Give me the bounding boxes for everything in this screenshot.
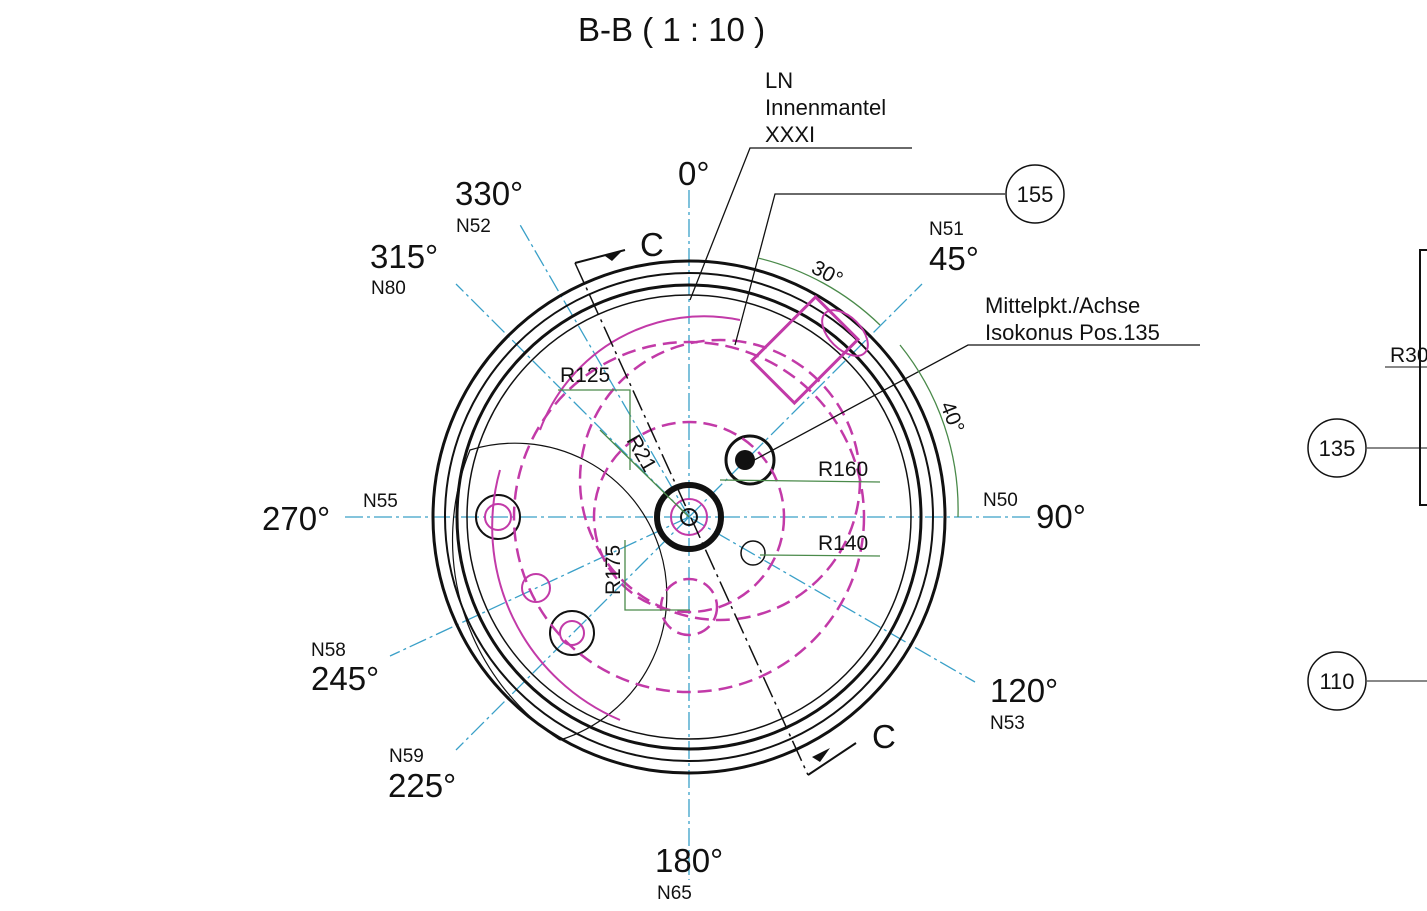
angle-label: 45°	[929, 240, 979, 277]
radius-label: R30	[1390, 344, 1427, 367]
angle-label: 270°	[262, 500, 330, 537]
nozzle-label: N53	[990, 713, 1025, 734]
nozzle-label: N51	[929, 219, 964, 240]
nozzle-label: N55	[363, 491, 398, 512]
nozzle-label: N65	[657, 883, 692, 904]
note-line: XXXI	[765, 122, 815, 147]
side-view	[1006, 165, 1427, 710]
section-mark: C	[640, 226, 664, 263]
page: B-B ( 1 : 10 ) LN Innenmantel XXXI Mitte…	[0, 0, 1427, 911]
nozzle-label: N80	[371, 278, 406, 299]
nozzle-label: N50	[983, 490, 1018, 511]
angle-label: 0°	[678, 155, 710, 192]
nozzle-label: N52	[456, 216, 491, 237]
section-mark: C	[872, 718, 896, 755]
angle-label: 245°	[311, 660, 379, 697]
drawing: B-B ( 1 : 10 ) LN Innenmantel XXXI Mitte…	[0, 0, 1427, 911]
angle-label: 90°	[1036, 498, 1086, 535]
note-line: Mittelpkt./Achse	[985, 293, 1140, 318]
leaders	[558, 148, 1200, 610]
note-line: Isokonus Pos.135	[985, 320, 1160, 345]
balloon-label: 110	[1319, 669, 1354, 694]
angle-label: 120°	[990, 672, 1058, 709]
angle-label: 180°	[655, 842, 723, 879]
radius-label: R140	[818, 532, 868, 555]
radius-label: R125	[560, 364, 610, 387]
angle-dimension: 40°	[935, 398, 968, 436]
balloon-label: 135	[1319, 436, 1356, 461]
balloon-label: 155	[1017, 182, 1054, 207]
title: B-B ( 1 : 10 )	[578, 11, 765, 48]
angle-dimension: 30°	[808, 256, 847, 291]
radius-label: R175	[602, 545, 625, 595]
angle-label: 315°	[370, 238, 438, 275]
angle-label: 225°	[388, 767, 456, 804]
radius-label: R160	[818, 458, 868, 481]
note-line: LN	[765, 68, 793, 93]
nozzle-label: N59	[389, 746, 424, 767]
angle-label: 330°	[455, 175, 523, 212]
nozzle-label: N58	[311, 640, 346, 661]
section-line	[575, 250, 856, 775]
note-line: Innenmantel	[765, 95, 886, 120]
